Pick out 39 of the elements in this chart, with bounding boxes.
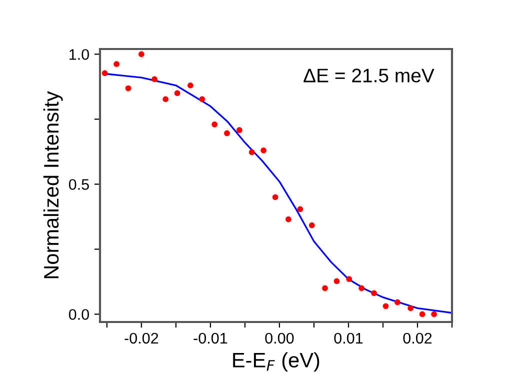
point [371, 290, 377, 296]
point [334, 278, 340, 284]
point [187, 82, 194, 88]
y-tick-label: 0.5 [68, 179, 89, 190]
point [152, 76, 158, 82]
x-tick-label: 0.02 [403, 332, 432, 344]
y-tick-label: 0.0 [68, 309, 89, 320]
x-axis-title: E-E$_{F}$ (eV) [233, 352, 320, 372]
point [248, 149, 255, 156]
point [297, 206, 304, 212]
x-tick-label: -0.01 [194, 332, 228, 344]
y-tick-label: 1.0 [70, 49, 89, 60]
point [174, 90, 180, 96]
point [322, 285, 328, 292]
point [224, 130, 230, 136]
point [285, 216, 292, 222]
point [199, 96, 206, 102]
point [236, 127, 242, 134]
x-tick-label: -0.02 [124, 332, 158, 344]
point [162, 96, 169, 102]
point [431, 311, 437, 318]
point [382, 303, 389, 310]
annotation: ΔE = 21.5 meV [304, 68, 434, 82]
point [114, 61, 120, 68]
point [346, 276, 352, 282]
point [394, 299, 400, 306]
point [272, 194, 278, 200]
x-tick-label: 0.00 [265, 332, 294, 344]
point [358, 285, 365, 292]
point [212, 121, 218, 128]
y-axis-title: Normalized Intensity [43, 91, 63, 278]
point [125, 85, 132, 92]
point [308, 222, 315, 228]
point [260, 147, 267, 154]
point [138, 51, 144, 58]
point [102, 70, 108, 76]
point [408, 305, 414, 312]
point [419, 311, 426, 318]
x-tick-label: 0.01 [334, 332, 363, 344]
